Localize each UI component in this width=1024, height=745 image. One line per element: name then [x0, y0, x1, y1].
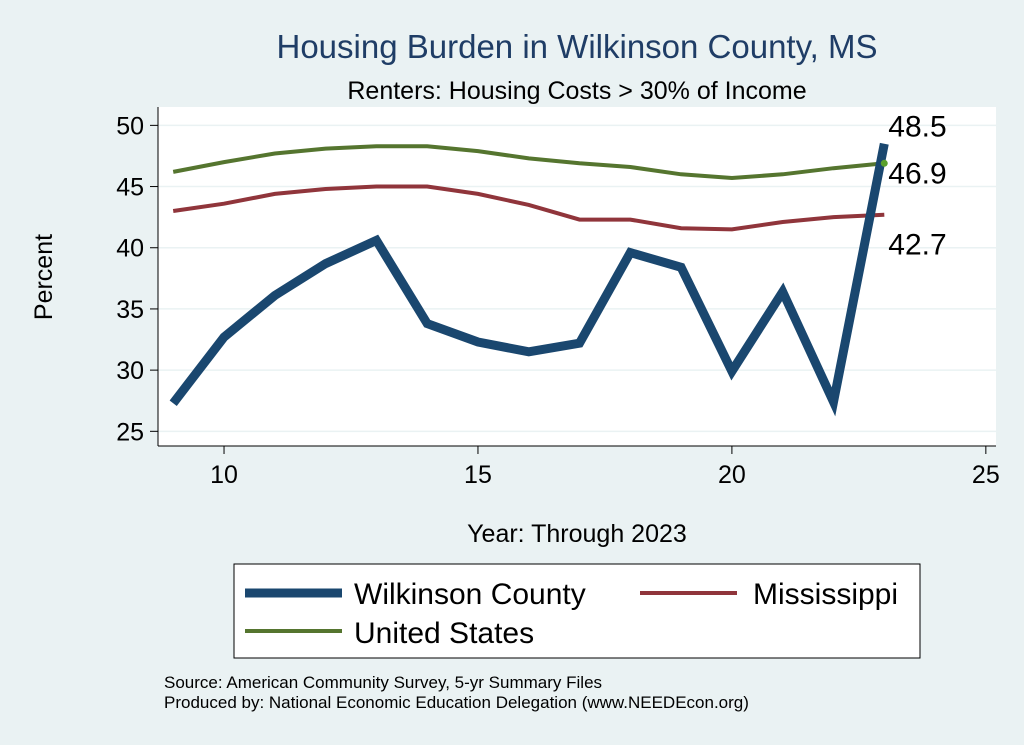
marker-united-states-end: [880, 159, 888, 167]
produced-by-note: Produced by: National Economic Education…: [164, 693, 749, 712]
source-note: Source: American Community Survey, 5-yr …: [164, 673, 602, 692]
y-tick-label-35: 35: [116, 296, 144, 324]
series-line-wilkinson-county: [169, 142, 889, 417]
grid-lines: [158, 124, 996, 433]
legend-label-wilkinson: Wilkinson County: [354, 578, 586, 611]
y-tick-label-50: 50: [116, 112, 144, 140]
x-tick-label-10: 10: [210, 461, 238, 489]
x-tick-label-20: 20: [718, 461, 746, 489]
series-line-mississippi: [172, 184, 885, 232]
y-tick-label-40: 40: [116, 235, 144, 263]
x-axis-title: Year: Through 2023: [467, 520, 687, 548]
end-label-wilkinson-county: 48.5: [888, 111, 946, 144]
y-tick-label-25: 25: [116, 418, 144, 446]
plot-area: [158, 107, 996, 446]
series-lines: [169, 142, 889, 417]
y-axis-ticks: 25 30 35 40 45 50: [116, 112, 158, 446]
end-labels: 48.5 42.7 46.9: [888, 111, 946, 262]
legend-label-mississippi: Mississippi: [753, 578, 898, 611]
y-tick-label-30: 30: [116, 357, 144, 385]
x-tick-label-25: 25: [972, 461, 1000, 489]
y-tick-label-45: 45: [116, 174, 144, 202]
y-axis-title: Percent: [30, 234, 58, 320]
end-label-mississippi: 42.7: [888, 229, 946, 262]
end-label-united-states: 46.9: [888, 157, 946, 190]
x-axis-ticks: 10 15 20 25: [210, 446, 1000, 489]
legend-label-united-states: United States: [354, 617, 534, 650]
chart-subtitle: Renters: Housing Costs > 30% of Income: [347, 77, 806, 105]
legend: [233, 563, 921, 659]
series-line-united-states: [172, 144, 885, 181]
chart-title: Housing Burden in Wilkinson County, MS: [277, 28, 878, 65]
x-tick-label-15: 15: [464, 461, 492, 489]
